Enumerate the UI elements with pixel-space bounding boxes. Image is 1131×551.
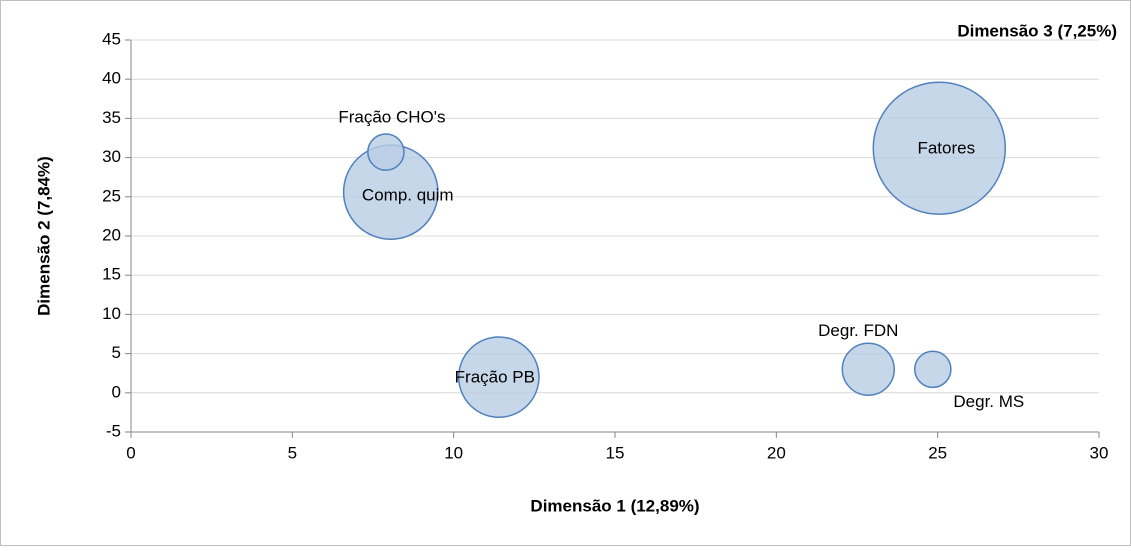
y-tick-label: 0 [112,382,121,401]
x-axis-title: Dimensão 1 (12,89%) [530,496,699,515]
x-tick-label: 10 [444,443,463,462]
bubble-label: Fatores [917,139,975,158]
chart-title: Dimensão 3 (7,25%) [957,21,1117,40]
y-tick-label: 20 [102,225,121,244]
y-tick-label: 30 [102,147,121,166]
x-tick-label: 20 [767,443,786,462]
bubble [457,336,540,419]
y-tick-label: 5 [112,343,121,362]
bubble-label: Fração PB [455,368,535,387]
y-tick-label: 25 [102,186,121,205]
y-tick-label: 15 [102,265,121,284]
bubble-label: Comp. quim [362,186,454,205]
bubble-label: Degr. MS [953,392,1024,411]
bubble [841,342,896,397]
bubble-label: Fração CHO's [338,108,445,127]
x-tick-label: 30 [1090,443,1109,462]
bubble [872,81,1007,215]
y-tick-label: -5 [106,421,121,440]
y-tick-label: 35 [102,108,121,127]
y-tick-label: 45 [102,29,121,48]
bubble [367,133,405,171]
x-tick-label: 5 [288,443,297,462]
y-axis-title: Dimensão 2 (7,84%) [34,156,53,316]
x-tick-label: 0 [126,443,135,462]
x-tick-label: 15 [606,443,625,462]
y-tick-label: 10 [102,304,121,323]
bubble [914,350,952,389]
bubble-label: Degr. FDN [818,321,898,340]
x-tick-label: 25 [928,443,947,462]
y-tick-label: 40 [102,69,121,88]
